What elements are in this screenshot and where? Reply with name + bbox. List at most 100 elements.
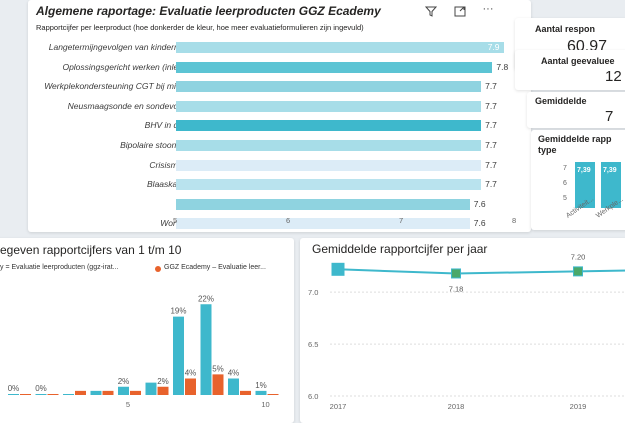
- y-tick: 7: [563, 165, 567, 172]
- bar[interactable]: [176, 218, 470, 230]
- kpi-value: 12: [605, 68, 622, 85]
- distribution-bar[interactable]: [212, 374, 224, 395]
- distribution-bar[interactable]: [102, 390, 114, 395]
- bar-value-label: 7.6: [473, 198, 486, 209]
- distribution-data-label: 5%: [212, 364, 224, 373]
- distribution-bar[interactable]: [35, 394, 47, 395]
- line-data-label: 7.20: [571, 252, 586, 261]
- x-axis-tick: 7: [399, 216, 404, 225]
- bar-category-label: BHV in de ggz: [144, 120, 199, 131]
- distribution-bar[interactable]: [173, 316, 184, 395]
- line-point[interactable]: [451, 268, 461, 279]
- bar-value-label: 7.7: [485, 179, 497, 190]
- bar[interactable]: [176, 179, 482, 191]
- type-bar[interactable]: [601, 162, 621, 208]
- year-line-chart: 7.0 6.5 6.0 7.18 7.20 2017 2018 2019: [308, 252, 625, 411]
- distribution-chart-card: egeven rapportcijfers van 1 t/m 10 y = E…: [0, 238, 294, 423]
- distribution-bar[interactable]: [228, 378, 239, 396]
- type-chart-card: Gemiddelde rapp type 7 6 5 7,39 7,39 Act…: [531, 130, 625, 230]
- legend-item: GGZ Ecademy – Evaluatie leer...: [164, 264, 266, 271]
- bar[interactable]: [176, 81, 482, 93]
- bar-category-label: Oplossingsgericht werken (inleiding): [62, 61, 199, 72]
- distribution-bar[interactable]: [255, 390, 267, 395]
- bar[interactable]: [176, 159, 482, 171]
- line-point[interactable]: [331, 262, 345, 276]
- legend-dot: [155, 266, 161, 272]
- x-axis-tick: 2017: [330, 402, 347, 411]
- focus-mode-icon[interactable]: [452, 4, 468, 18]
- y-axis-tick: 7.0: [308, 288, 318, 297]
- bar[interactable]: [176, 120, 482, 132]
- year-chart-card: Gemiddelde rapportcijfer per jaar 7.0 6.5…: [300, 238, 625, 423]
- distribution-bar[interactable]: [47, 394, 59, 395]
- bar-value-label: 7.7: [485, 120, 497, 131]
- distribution-data-label: 0%: [8, 384, 20, 393]
- kpi-label: Aantal respon: [535, 24, 596, 34]
- bar-category-label: Bipolaire stoornissen: [120, 140, 199, 150]
- bar-value-label: 7.6: [473, 218, 486, 229]
- main-report-card: Algemene raportage: Evaluatie leerproduc…: [28, 0, 531, 232]
- distribution-bar[interactable]: [240, 390, 251, 395]
- kpi-card-evaluated: Aantal geevaluee 12: [515, 50, 625, 90]
- distribution-data-label: 0%: [35, 384, 47, 393]
- x-axis-tick: 2018: [448, 402, 465, 411]
- y-tick: 6: [563, 180, 567, 187]
- bar-value-label: 7.7: [485, 81, 497, 92]
- distribution-data-label: 4%: [185, 369, 197, 378]
- distribution-data-label: 1%: [255, 381, 267, 390]
- chart-subtitle: Rapportcijfer per leerproduct (hoe donke…: [36, 23, 364, 32]
- bar[interactable]: [176, 198, 470, 210]
- kpi-value: 7: [605, 108, 614, 125]
- x-axis-tick: 10: [261, 400, 269, 409]
- bar[interactable]: [176, 61, 493, 73]
- distribution-bar[interactable]: [267, 394, 279, 395]
- distribution-bar[interactable]: [8, 394, 19, 395]
- bar-category-label: Langetermijngevolgen van kindermish...: [48, 42, 199, 52]
- type-bar-label: 7,39: [603, 167, 617, 174]
- filter-icon[interactable]: [423, 4, 439, 18]
- chart-title: Gemiddelde rapp: [538, 134, 612, 144]
- distribution-bar[interactable]: [200, 304, 212, 395]
- bar-category-label: Blaaskatheter: [147, 179, 199, 190]
- kpi-label: Gemiddelde: [535, 96, 587, 106]
- y-axis-tick: 6.0: [308, 392, 318, 401]
- type-bar[interactable]: [575, 162, 595, 208]
- distribution-bar[interactable]: [185, 378, 196, 396]
- page-title: Algemene raportage: Evaluatie leerproduc…: [36, 4, 381, 18]
- distribution-bar[interactable]: [118, 386, 129, 395]
- distribution-data-label: 4%: [228, 369, 240, 378]
- bar-value-label: 7.8: [496, 61, 509, 72]
- bar-value-label: 7.7: [485, 159, 497, 170]
- bar-category-label: Werkplekondersteuning CGT bij middel...: [44, 81, 199, 92]
- distribution-bar[interactable]: [157, 386, 169, 395]
- distribution-bar[interactable]: [63, 394, 74, 395]
- kpi-card-average: Gemiddelde 7: [527, 92, 625, 128]
- distribution-data-label: 2%: [118, 377, 130, 386]
- distribution-bar[interactable]: [75, 390, 86, 395]
- kpi-label: Aantal geevaluee: [541, 56, 615, 66]
- legend-item: y = Evaluatie leerproducten (ggz-irat...: [0, 264, 119, 271]
- distribution-bar[interactable]: [145, 382, 157, 395]
- distribution-bar[interactable]: [90, 390, 102, 395]
- bar-value-label: 7.9: [487, 42, 500, 52]
- line-series: [337, 268, 625, 275]
- distribution-bar[interactable]: [20, 394, 31, 395]
- y-axis-tick: 6.5: [308, 340, 318, 349]
- distribution-chart: 0% 0% 2% 2% 19% 4% 22% 5% 4% 1% 5 10: [8, 294, 279, 409]
- line-point[interactable]: [573, 266, 583, 277]
- x-axis-tick: 2019: [570, 402, 587, 411]
- bar[interactable]: [176, 42, 504, 53]
- bar-category-label: Crisismonitor: [149, 159, 199, 170]
- bar[interactable]: [176, 140, 482, 151]
- bar-value-label: 7.7: [485, 100, 497, 111]
- line-data-label: 7.18: [449, 284, 464, 293]
- distribution-data-label: 19%: [170, 307, 186, 316]
- distribution-bar[interactable]: [130, 390, 141, 395]
- chart-title-continued: type: [538, 145, 557, 155]
- bar-category-label: Neusmaagsonde en sondevoeding: [67, 100, 199, 111]
- x-axis-tick: 5: [173, 216, 178, 225]
- bar[interactable]: [176, 100, 482, 112]
- distribution-data-label: 22%: [198, 294, 214, 303]
- more-options-icon[interactable]: ···: [482, 3, 494, 15]
- type-bar-label: 7,39: [577, 167, 591, 174]
